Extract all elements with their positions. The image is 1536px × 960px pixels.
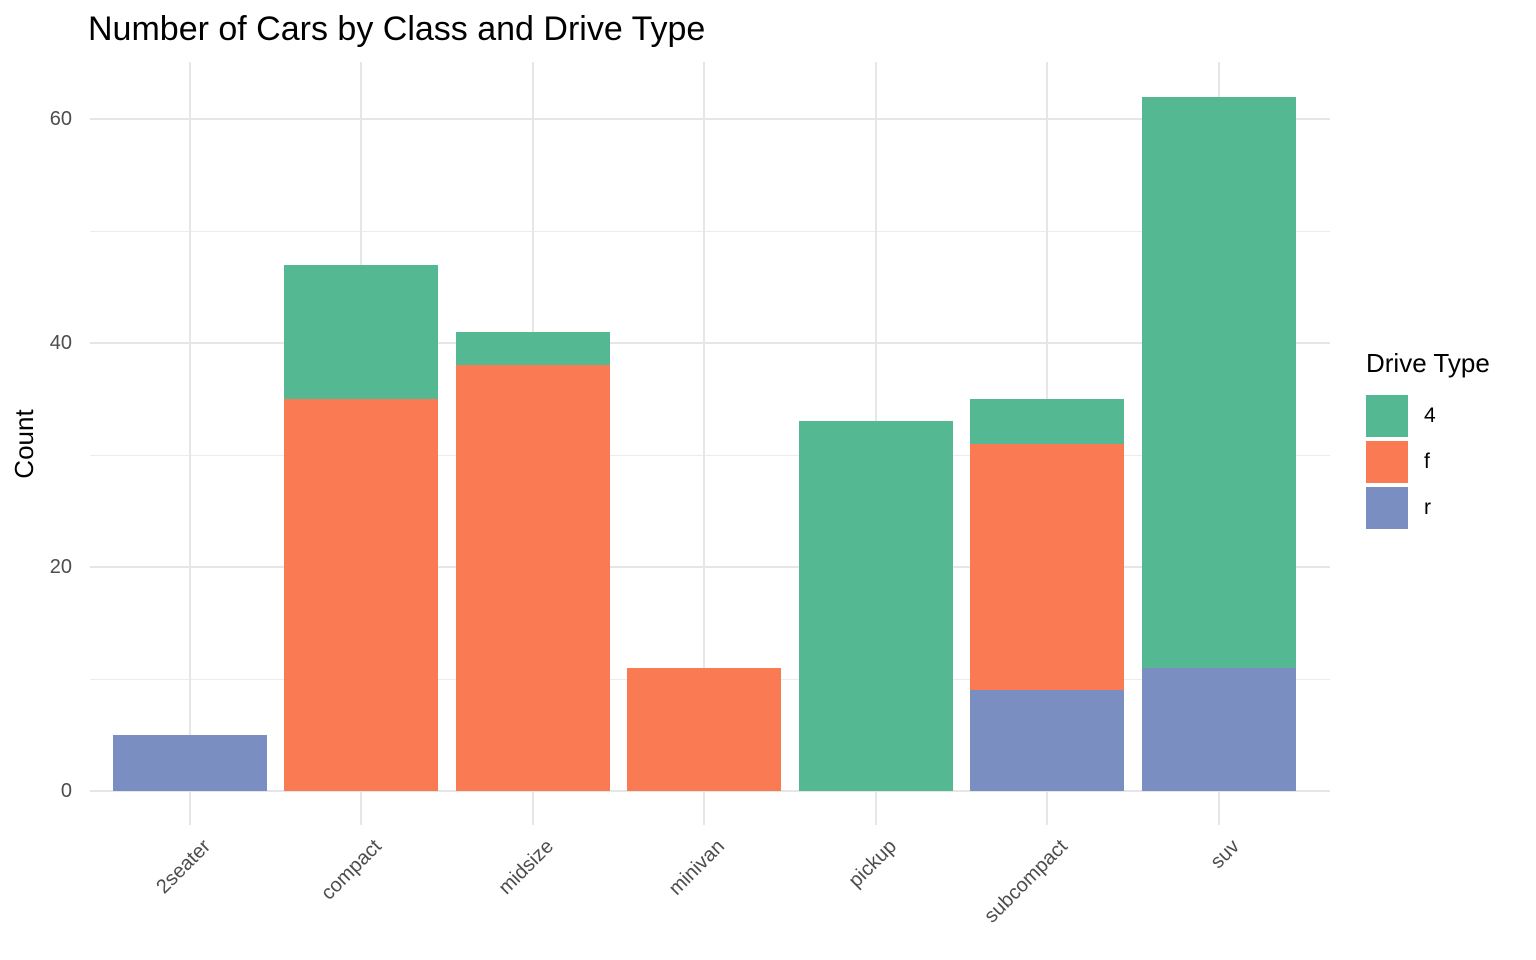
bar-segment-suv-r <box>1141 667 1296 791</box>
legend-swatch-f <box>1366 441 1408 483</box>
bar-segment-suv-4 <box>1141 96 1296 668</box>
legend-label: f <box>1424 450 1430 473</box>
legend-label: 4 <box>1424 404 1436 427</box>
bar-segment-subcompact-r <box>970 690 1125 791</box>
gridline-major <box>90 118 1330 120</box>
bar-segment-subcompact-4 <box>970 399 1125 444</box>
bar-segment-compact-4 <box>284 264 439 399</box>
x-tick-label: compact <box>317 835 387 905</box>
gridline-vertical <box>703 62 706 825</box>
legend-entry: 4 <box>1366 395 1534 437</box>
x-tick-label: subcompact <box>980 835 1073 928</box>
legend-entry: r <box>1366 487 1534 529</box>
y-axis-title: Count <box>9 409 39 479</box>
gridline-minor <box>90 455 1330 456</box>
x-tick-label: minivan <box>664 835 730 900</box>
bar-segment-midsize-4 <box>455 331 610 366</box>
bar-segment-compact-f <box>284 399 439 791</box>
gridline-minor <box>90 231 1330 232</box>
x-tick-label: suv <box>1205 835 1244 873</box>
legend-swatch-r <box>1366 487 1408 529</box>
legend-entry: f <box>1366 441 1534 483</box>
y-tick-label: 60 <box>49 108 72 130</box>
x-tick-label: midsize <box>494 835 558 899</box>
chart-title: Number of Cars by Class and Drive Type <box>88 10 706 48</box>
legend: Drive Type 4 f r <box>1366 348 1534 533</box>
bar-segment-minivan-f <box>627 667 782 791</box>
bar-segment-2seater-r <box>113 735 267 791</box>
gridline-major <box>90 566 1330 568</box>
gridline-major <box>90 342 1330 344</box>
legend-swatch-4 <box>1366 395 1408 437</box>
legend-title: Drive Type <box>1366 348 1490 378</box>
gridline-major <box>90 790 1330 792</box>
legend-label: r <box>1424 496 1431 519</box>
x-tick-label: 2seater <box>152 835 215 899</box>
gridline-vertical <box>189 62 191 825</box>
bar-segment-subcompact-f <box>970 443 1125 691</box>
y-tick-label: 0 <box>60 780 72 802</box>
x-tick-label: pickup <box>844 835 901 892</box>
plot-panel <box>90 62 1330 825</box>
bar-segment-midsize-f <box>455 365 610 791</box>
bar-segment-pickup-4 <box>798 421 953 791</box>
